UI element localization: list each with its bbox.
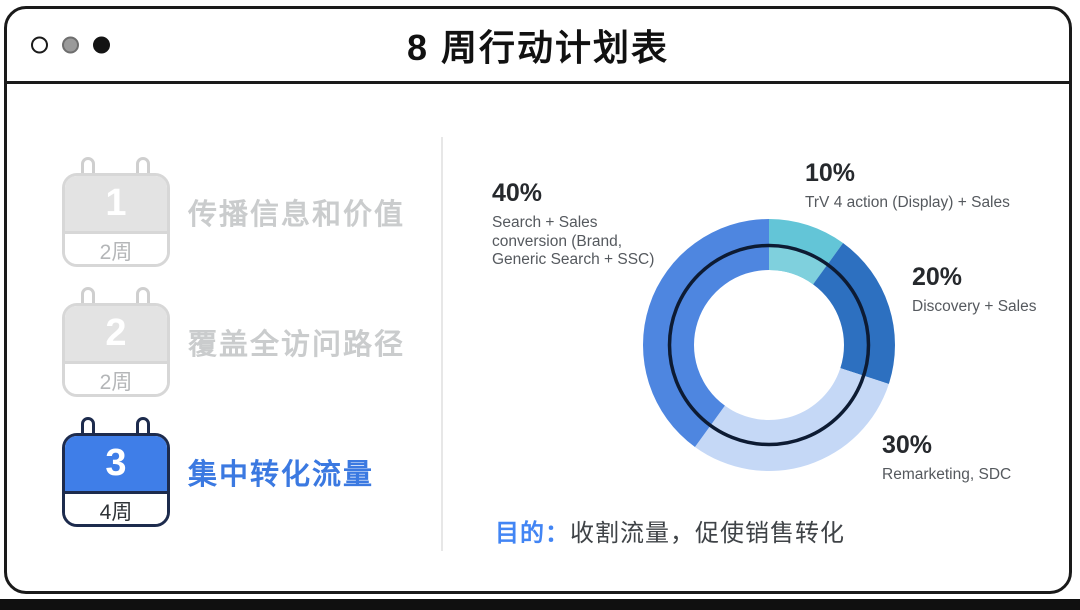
donut-segment-inner-band xyxy=(769,245,828,285)
window-control-dot-gray[interactable] xyxy=(62,36,79,54)
chart-callout-40: 40% Search + Sales conversion (Brand, Ge… xyxy=(492,179,712,270)
purpose-text: 收割流量，促使销售转化 xyxy=(570,520,845,547)
vertical-divider xyxy=(441,137,443,551)
callout-label-line: conversion (Brand, xyxy=(492,232,623,250)
calendar-step-number: 2 xyxy=(65,306,167,361)
callout-label-line: Generic Search + SSC) xyxy=(492,251,655,268)
callout-label-line: TrV 4 action (Display) + Sales xyxy=(805,194,1010,211)
callout-percent: 20% xyxy=(912,263,963,291)
donut-segment-30pct xyxy=(694,368,889,472)
calendar-body: 2 2周 xyxy=(62,303,170,397)
plan-item-week2: 2 2周 覆盖全访问路径 xyxy=(62,287,405,397)
plan-item-week1: 1 2周 传播信息和价值 xyxy=(62,157,405,267)
purpose-line: 目的：收割流量，促使销售转化 xyxy=(495,513,845,548)
donut-segment-20pct xyxy=(813,243,895,384)
donut-segment-40pct xyxy=(642,219,769,447)
chart-callout-30: 30% Remarketing, SDC xyxy=(882,431,1069,485)
callout-percent: 40% xyxy=(492,179,543,207)
calendar-icon: 1 2周 xyxy=(62,157,170,267)
window-control-dot-white[interactable] xyxy=(31,36,48,54)
plan-item-label: 覆盖全访问路径 xyxy=(188,329,406,361)
donut-chart xyxy=(642,219,895,472)
calendar-duration: 2周 xyxy=(65,361,167,394)
plan-item-label: 传播信息和价值 xyxy=(188,199,406,231)
calendar-icon: 2 2周 xyxy=(62,287,170,397)
calendar-step-number: 3 xyxy=(65,436,167,491)
purpose-prefix: 目的： xyxy=(495,520,570,547)
callout-percent: 10% xyxy=(805,159,856,187)
plan-item-week3: 3 4周 集中转化流量 xyxy=(62,417,374,527)
callout-percent: 30% xyxy=(882,431,933,459)
calendar-body: 3 4周 xyxy=(62,433,170,527)
chart-callout-10: 10% TrV 4 action (Display) + Sales xyxy=(805,159,1069,213)
chart-callout-20: 20% Discovery + Sales xyxy=(912,263,1069,317)
plan-item-label: 集中转化流量 xyxy=(188,459,375,491)
callout-label-line: Search + Sales xyxy=(492,214,598,231)
callout-label-line: Discovery + Sales xyxy=(912,298,1037,315)
bottom-black-bar xyxy=(0,599,1080,610)
page-title: 8 周行动计划表 xyxy=(406,27,670,68)
mock-browser-window: 8 周行动计划表 1 2周 传播信息和价值 2 2周 xyxy=(4,6,1072,594)
window-control-dot-black[interactable] xyxy=(93,36,110,54)
window-titlebar: 8 周行动计划表 xyxy=(7,9,1069,84)
calendar-duration: 4周 xyxy=(65,491,167,524)
calendar-step-number: 1 xyxy=(65,176,167,231)
calendar-body: 1 2周 xyxy=(62,173,170,267)
annotation-ring xyxy=(667,243,871,447)
window-controls xyxy=(31,36,110,54)
callout-label-line: Remarketing, SDC xyxy=(882,466,1012,483)
calendar-icon: 3 4周 xyxy=(62,417,170,527)
calendar-duration: 2周 xyxy=(65,231,167,264)
